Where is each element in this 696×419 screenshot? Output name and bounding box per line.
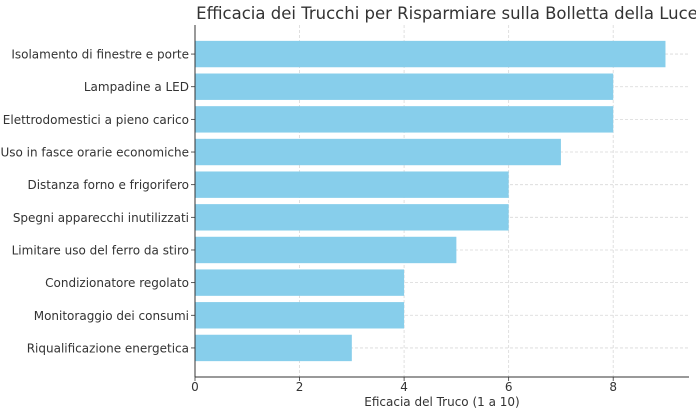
bar	[195, 204, 509, 231]
x-tick-label: 0	[191, 380, 199, 394]
bar	[195, 106, 614, 133]
bar	[195, 236, 457, 264]
x-tick-label: 6	[505, 380, 513, 394]
chart-title: Efficacia dei Trucchi per Risparmiare su…	[196, 4, 696, 23]
y-tick-label: Monitoraggio dei consumi	[34, 309, 189, 323]
y-tick-label: Elettrodomestici a pieno carico	[3, 113, 189, 127]
y-tick-label: Condizionatore regolato	[45, 276, 189, 290]
x-tick-label: 2	[296, 380, 304, 394]
x-tick-label: 4	[400, 380, 408, 394]
y-tick-label: Distanza forno e frigorifero	[27, 178, 189, 192]
bar	[195, 40, 666, 68]
bar	[195, 334, 352, 362]
y-tick-label: Limitare uso del ferro da stiro	[12, 243, 189, 257]
y-tick-label: Riqualificazione energetica	[27, 341, 189, 355]
bar	[195, 73, 614, 100]
bar	[195, 302, 405, 329]
bar	[195, 269, 405, 296]
y-tick-label: Spegni apparecchi inutilizzati	[13, 211, 189, 225]
bar	[195, 171, 509, 198]
x-axis-label: Eficacia del Truco (1 a 10)	[364, 395, 519, 409]
x-tick-label: 8	[609, 380, 617, 394]
bar	[195, 138, 561, 166]
y-tick-label: Isolamento di finestre e porte	[11, 48, 189, 62]
y-tick-label: Uso in fasce orarie economiche	[0, 146, 189, 160]
y-tick-label: Lampadine a LED	[84, 80, 189, 94]
